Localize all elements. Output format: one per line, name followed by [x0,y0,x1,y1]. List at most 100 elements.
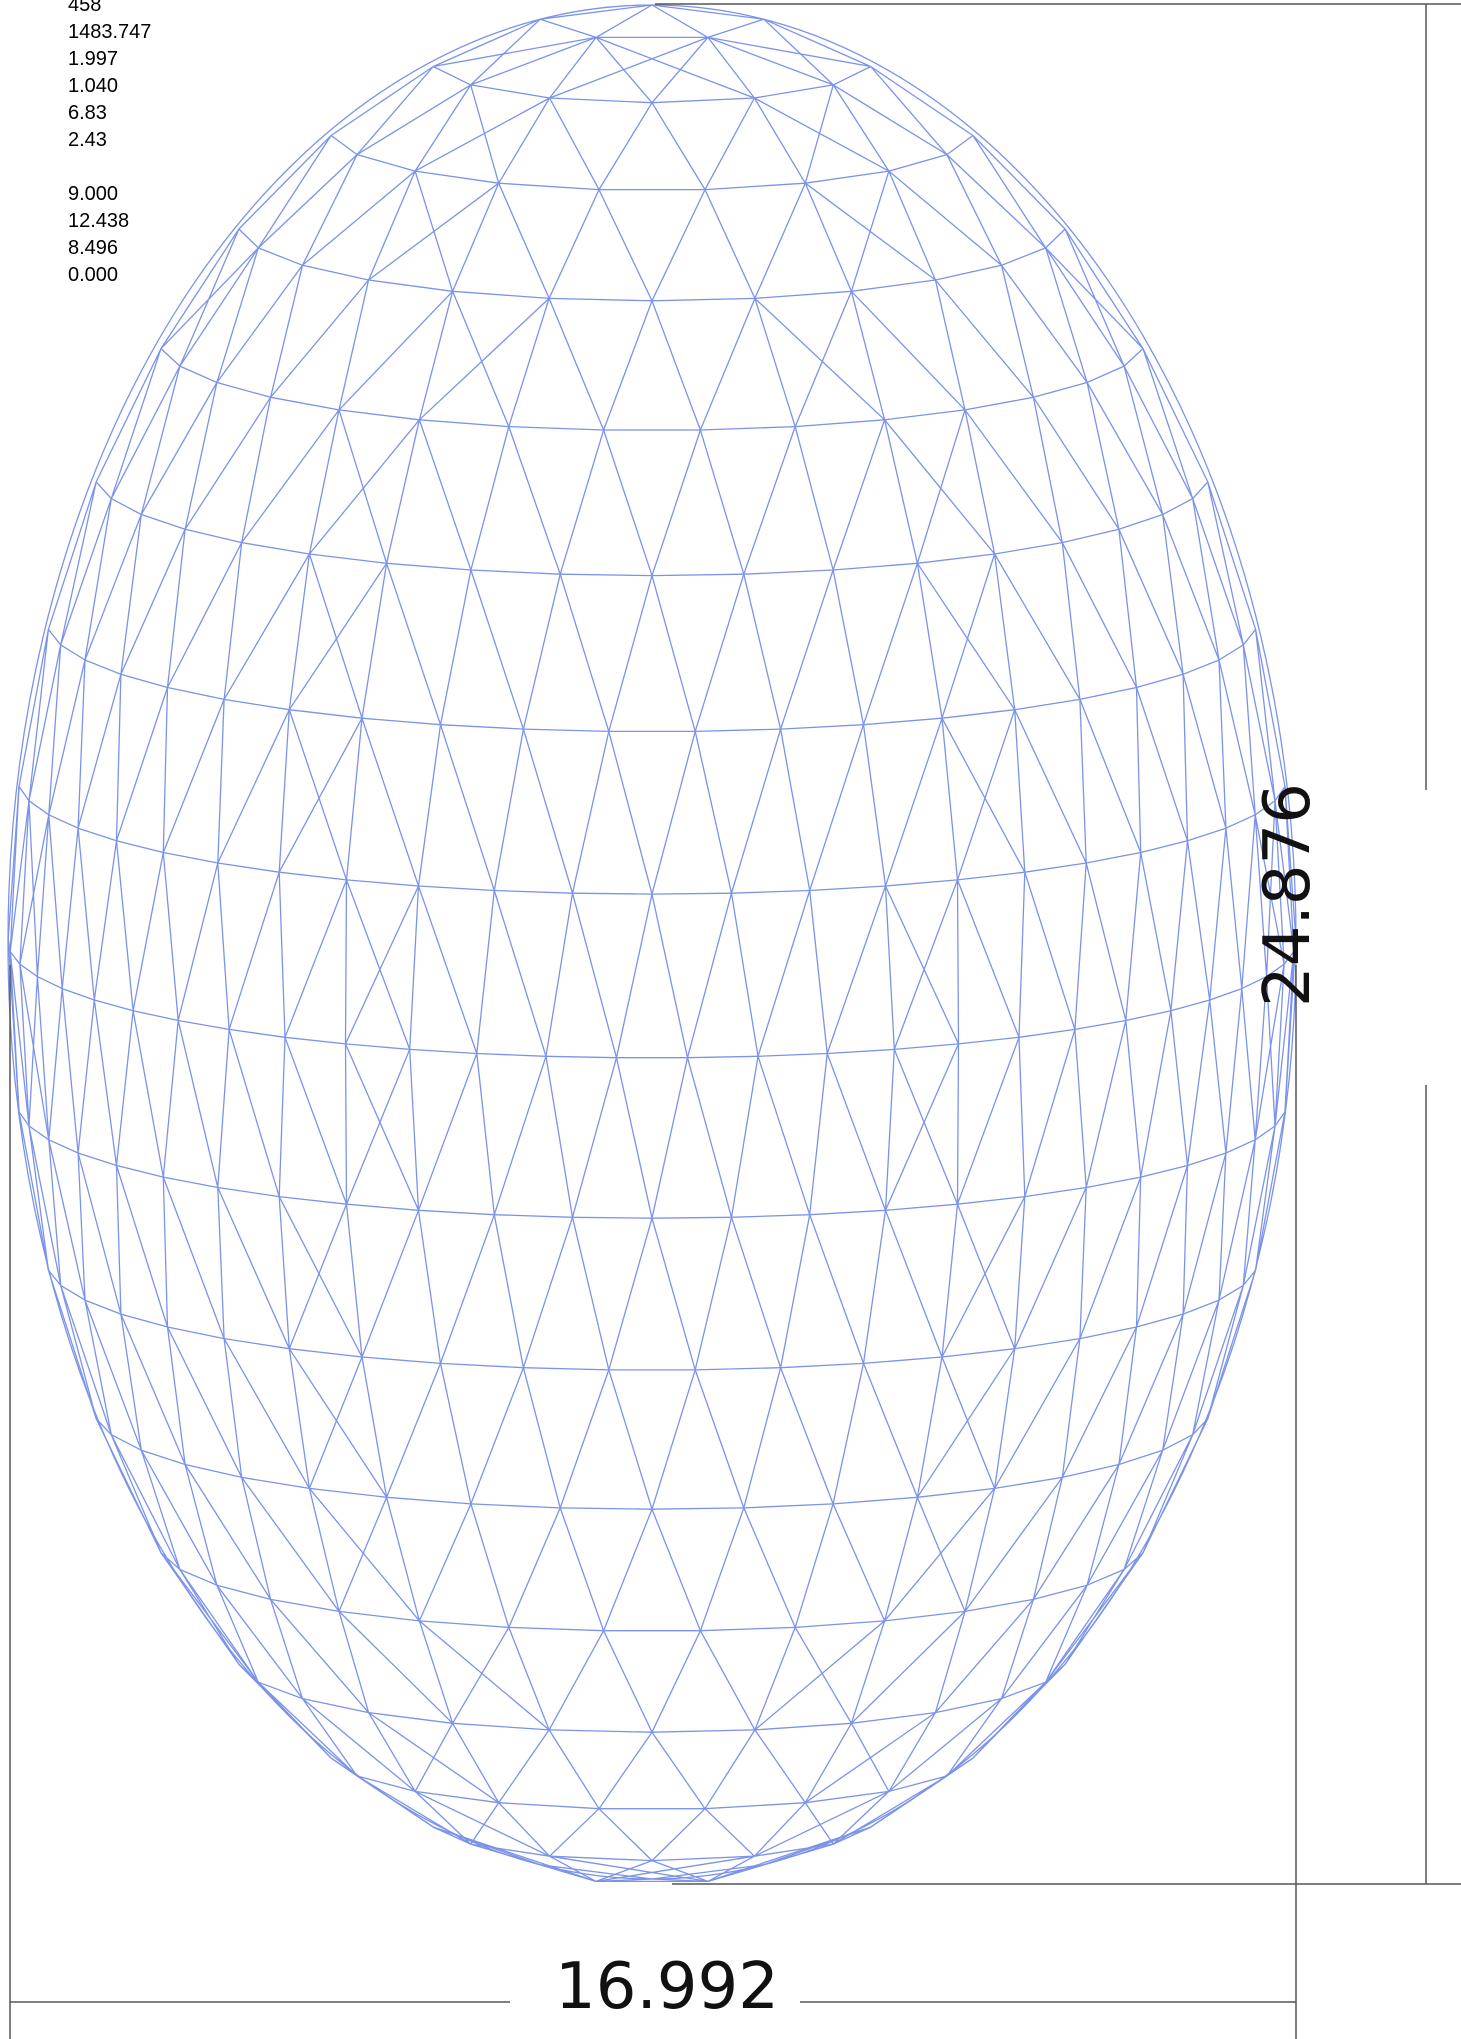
mesh-edge [730,893,759,1057]
mesh-edge [1000,264,1088,383]
mesh-edge [1209,828,1227,1001]
mesh-edge [452,1722,500,1804]
mesh-edge [559,1369,610,1509]
mesh-edge [270,279,370,398]
mesh-edge [757,890,811,1057]
mesh-edge [28,1125,50,1271]
mesh-edge [743,1503,834,1509]
mesh-edge [602,1508,653,1631]
mesh-edge [651,575,696,732]
mesh-edge [132,852,164,1011]
mesh-edge [862,563,919,725]
mesh-edge [993,1348,1016,1489]
mesh-edge [9,951,21,965]
mesh-edge [451,291,510,427]
mesh-edge [704,1802,806,1810]
mesh-edge [223,698,290,711]
mesh-edge [754,1722,852,1731]
mesh-edge [794,1627,852,1724]
mesh-edge [415,170,499,184]
mesh-edge [184,1464,272,1600]
mesh-edge [1225,828,1243,989]
mesh-edge [1218,1152,1227,1301]
mesh-edge [917,553,995,564]
mesh-edge [651,1508,702,1631]
width-dimension-label: 16.992 [555,1950,779,2024]
mesh-edge [18,629,50,787]
mesh-edge [470,36,597,86]
mesh-edge [1182,674,1227,829]
mesh-edge [217,709,290,864]
mesh-edge [548,1630,605,1731]
mesh-edge [827,1048,895,1055]
mesh-edge [115,1165,122,1315]
mesh-edge [418,291,454,420]
mesh-edge [833,562,918,571]
mesh-edge [1140,852,1172,1011]
mesh-edge [805,170,889,184]
mesh-edge [1192,498,1244,646]
mesh-edge [116,840,164,854]
mesh-edge [179,365,218,384]
mesh-edge [346,1203,419,1211]
mesh-edge [1045,1584,1088,1683]
mesh-edge [386,562,471,571]
mesh-edge [707,36,834,86]
mesh-edge [651,892,732,895]
mesh-edge [217,1187,290,1349]
mesh-edge [338,409,388,564]
mesh-edge [1118,529,1184,675]
mesh-edge [754,182,806,299]
mesh-edge [223,542,243,700]
height-dimension-label: 24.876 [1251,783,1325,1007]
mesh-edge [238,135,332,230]
mesh-edge [493,728,525,891]
mesh-edge [19,800,30,965]
mesh-edge [651,1808,706,1862]
stat-value: 1.997 [68,48,119,70]
mesh-edge [385,419,421,564]
mesh-edge [257,154,358,249]
mesh-edge [361,1210,420,1358]
mesh-edge [1209,999,1227,1154]
mesh-edge [178,1019,230,1031]
mesh-edge [414,1790,472,1845]
mesh-statistics: 458 1483.747 1.997 1.040 6.83 2.43 9.000… [68,0,151,289]
mesh-edge [494,1214,573,1218]
mesh-edge [549,1855,709,1883]
mesh-edge [884,1049,895,1211]
mesh-edge [941,1204,959,1358]
mesh-edge [1014,709,1026,873]
mesh-edge [257,1681,332,1759]
mesh-edge [361,717,420,887]
mesh-edge [608,1218,653,1371]
mesh-edge [1032,396,1120,530]
mesh-edge [1283,951,1295,965]
mesh-edge [338,1611,370,1713]
mesh-edge [289,709,363,719]
mesh-edge [48,659,86,815]
mesh-edge [1135,1177,1142,1328]
mesh-edge [832,84,948,156]
mesh-edge [415,1790,499,1804]
mesh-edge [414,97,550,172]
stat-value: 458 [68,0,102,16]
mesh-edge [704,189,756,299]
mesh-edge [1032,1477,1063,1600]
mesh-edge [1182,1152,1227,1315]
mesh-edge [48,1139,62,1286]
mesh-edge [994,541,1063,555]
mesh-edge [439,569,472,725]
mesh-edge [1079,1326,1137,1340]
mesh-edge [216,1584,271,1601]
stat-value: 1.040 [68,75,119,97]
mesh-edge [964,409,1063,543]
mesh-edge [957,1195,1025,1205]
mesh-edge [309,1487,387,1498]
mesh-edge [1125,852,1142,1021]
mesh-edge [1014,709,1087,864]
mesh-edge [279,871,347,881]
mesh-edge [884,1210,943,1358]
mesh-edge [1000,1584,1088,1699]
